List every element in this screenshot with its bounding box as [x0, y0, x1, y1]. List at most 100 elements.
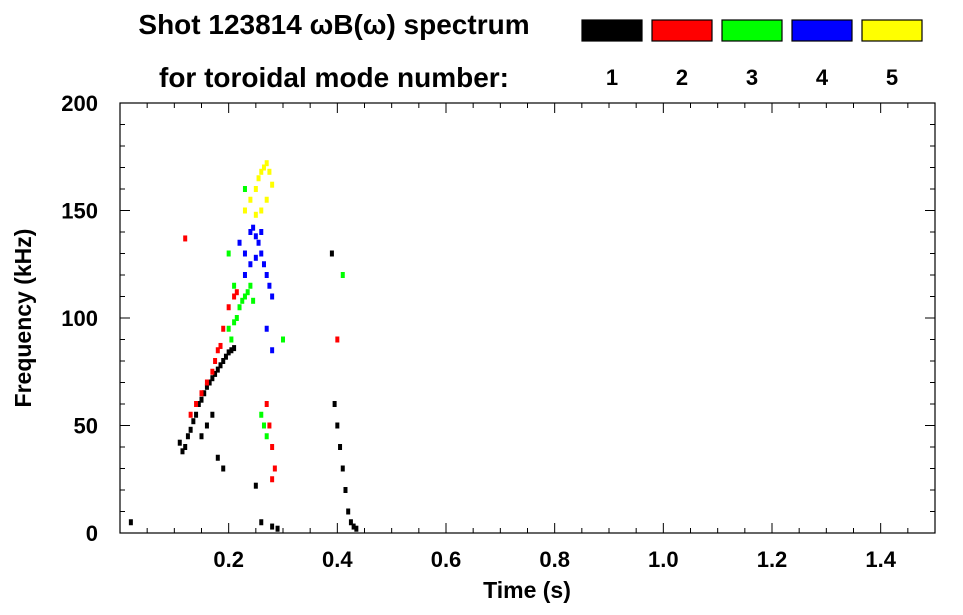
data-point-mode-1	[343, 487, 348, 493]
data-point-mode-1	[194, 411, 199, 418]
plot-frame	[119, 102, 936, 534]
data-point-mode-5	[267, 168, 272, 175]
data-point-mode-1	[199, 396, 204, 403]
data-point-mode-3	[242, 186, 247, 192]
data-point-mode-1	[177, 439, 182, 446]
x-tick-label: 0.6	[431, 547, 462, 572]
y-tick-label: 150	[61, 199, 98, 224]
data-point-mode-3	[340, 272, 345, 278]
data-point-mode-5	[242, 207, 247, 214]
data-point-mode-1	[210, 375, 215, 382]
data-point-mode-1	[196, 401, 201, 407]
data-point-mode-4	[248, 261, 253, 268]
data-point-mode-1	[204, 422, 209, 429]
data-point-mode-3	[234, 315, 239, 321]
x-tick-label: 1.2	[757, 547, 788, 572]
legend-swatch-mode-1	[581, 19, 643, 42]
data-point-mode-4	[259, 250, 264, 257]
data-point-mode-1	[229, 347, 234, 354]
data-point-mode-5	[264, 196, 269, 203]
data-point-mode-1	[180, 448, 185, 455]
data-point-mode-2	[194, 401, 199, 407]
data-point-mode-1	[223, 353, 228, 360]
y-tick-label: 50	[74, 414, 98, 439]
data-point-mode-1	[183, 444, 188, 450]
data-point-mode-5	[264, 160, 269, 167]
legend-swatch-mode-4	[791, 19, 853, 42]
data-point-mode-3	[232, 319, 237, 326]
x-tick-label: 0.4	[322, 547, 353, 572]
data-point-mode-2	[204, 379, 209, 386]
data-point-mode-3	[264, 433, 269, 440]
data-point-mode-1	[221, 465, 226, 472]
y-axis-label: Frequency (kHz)	[10, 229, 36, 408]
data-point-mode-2	[270, 476, 275, 483]
legend-swatch-mode-3	[721, 19, 783, 42]
data-point-mode-4	[251, 224, 256, 231]
data-point-mode-4	[237, 239, 242, 246]
data-point-mode-4	[270, 347, 275, 354]
y-tick-label: 100	[61, 306, 98, 331]
data-point-mode-1	[332, 401, 337, 407]
data-point-mode-1	[329, 250, 334, 257]
data-point-mode-1	[210, 411, 215, 418]
data-point-mode-5	[259, 168, 264, 175]
data-point-mode-4	[264, 325, 269, 332]
data-point-mode-4	[259, 229, 264, 235]
data-point-mode-3	[281, 336, 285, 343]
data-point-mode-1	[128, 519, 133, 526]
data-point-mode-2	[232, 293, 237, 300]
data-point-mode-1	[221, 358, 226, 364]
data-point-mode-3	[259, 411, 264, 418]
data-point-mode-4	[248, 229, 253, 235]
data-point-mode-4	[242, 250, 247, 257]
legend-label-mode-5: 5	[886, 65, 898, 90]
data-point-mode-3	[229, 336, 234, 343]
data-point-mode-2	[188, 411, 193, 418]
data-point-mode-2	[267, 422, 272, 429]
data-point-mode-1	[202, 390, 207, 397]
data-point-mode-3	[237, 304, 242, 311]
data-point-mode-2	[210, 368, 215, 375]
data-point-mode-4	[256, 239, 261, 246]
x-tick-label: 0.2	[213, 547, 244, 572]
data-point-mode-2	[264, 401, 269, 407]
data-point-mode-2	[272, 465, 277, 472]
x-tick-label: 1.0	[648, 547, 679, 572]
legend-label-mode-3: 3	[746, 65, 758, 90]
data-point-mode-1	[348, 519, 353, 526]
data-point-mode-1	[351, 523, 356, 530]
data-point-mode-2	[215, 347, 220, 354]
legend-swatch-mode-2	[651, 19, 713, 42]
data-point-mode-4	[253, 254, 258, 261]
x-tick-label: 0.8	[539, 547, 570, 572]
data-point-mode-2	[218, 342, 223, 349]
y-tick-label: 200	[61, 91, 98, 116]
data-point-mode-5	[256, 175, 261, 182]
data-point-mode-1	[215, 366, 220, 373]
data-point-mode-4	[261, 261, 266, 268]
data-point-mode-3	[242, 293, 247, 300]
data-point-mode-1	[199, 433, 204, 440]
data-point-mode-3	[245, 289, 250, 296]
legend: 1 2 3 4 5	[581, 19, 923, 90]
data-point-mode-3	[261, 422, 266, 429]
data-point-mode-1	[191, 418, 196, 425]
x-axis-ticks: 0.2 0.4 0.6 0.8 1.0 1.2 1.4	[146, 103, 909, 572]
data-point-mode-5	[253, 211, 258, 218]
x-axis-label: Time (s)	[483, 577, 571, 603]
data-point-mode-1	[213, 370, 218, 377]
data-point-mode-5	[253, 186, 258, 192]
data-point-mode-2	[221, 325, 226, 332]
x-tick-label: 1.4	[865, 547, 896, 572]
data-point-mode-1	[346, 508, 351, 515]
data-point-mode-1	[253, 482, 258, 489]
y-tick-label: 0	[86, 521, 98, 546]
legend-swatch-mode-5	[861, 19, 923, 42]
data-point-mode-3	[226, 250, 231, 257]
legend-label-mode-1: 1	[606, 65, 618, 90]
y-axis-ticks: 0 50 100 150 200	[61, 91, 935, 546]
data-point-mode-3	[248, 282, 253, 289]
data-point-mode-1	[338, 444, 343, 450]
